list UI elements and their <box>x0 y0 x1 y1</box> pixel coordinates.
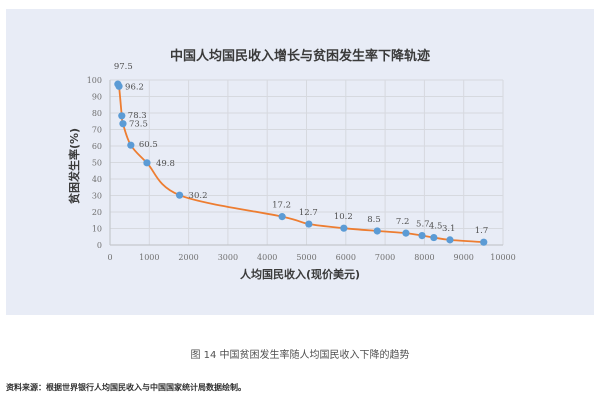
x-tick-label: 3000 <box>218 253 238 262</box>
x-tick-label: 7000 <box>375 253 395 262</box>
data-label: 60.5 <box>139 140 158 150</box>
y-tick-label: 60 <box>92 142 102 151</box>
data-label: 10.2 <box>334 212 353 222</box>
data-label: 7.2 <box>396 217 410 227</box>
data-label: 5.7 <box>416 220 430 230</box>
data-label: 97.5 <box>114 62 133 72</box>
figure-caption: 图 14 中国贫困发生率随人均国民收入下降的趋势 <box>190 350 410 361</box>
x-tick-label: 4000 <box>257 253 277 262</box>
data-label: 78.3 <box>128 111 147 121</box>
data-labels: 97.5 96.2 78.373.5 60.5 49.8 30.2 17.2 12.7 10.2… <box>114 62 488 236</box>
data-point <box>446 236 454 244</box>
data-point <box>278 213 286 221</box>
y-axis-label: 贫困发生率(%) <box>68 127 81 205</box>
y-tick-label: 70 <box>92 126 102 135</box>
data-label: 12.7 <box>299 208 318 218</box>
data-label: 49.8 <box>156 159 175 169</box>
y-tick-label: 30 <box>92 192 102 201</box>
y-tick-label: 80 <box>92 109 102 118</box>
chart-title: 中国人均国民收入增长与贫困发生率下降轨迹 <box>169 49 430 64</box>
data-point <box>119 120 127 128</box>
y-tick-label: 40 <box>92 175 102 184</box>
data-point <box>305 220 313 228</box>
x-axis-label: 人均国民收入(现价美元) <box>239 268 361 281</box>
data-label: 96.2 <box>125 82 144 92</box>
data-label: 3.1 <box>442 224 456 234</box>
y-axis-label-wrap: 贫困发生率(%) <box>66 120 82 210</box>
data-point <box>402 229 410 237</box>
data-label: 1.7 <box>475 226 489 236</box>
data-label: 4.5 <box>429 222 443 232</box>
y-tick-label: 50 <box>92 159 102 168</box>
y-tick-labels: 0 10 20 30 40 50 60 70 80 90 100 <box>87 76 102 250</box>
x-tick-label: 8000 <box>414 253 434 262</box>
data-point <box>480 238 488 246</box>
y-tick-label: 20 <box>92 208 102 217</box>
y-tick-label: 10 <box>92 225 102 234</box>
data-point <box>115 82 123 90</box>
data-point <box>373 227 381 235</box>
x-tick-label: 1000 <box>139 253 159 262</box>
data-point <box>118 112 126 120</box>
x-tick-label: 2000 <box>178 253 198 262</box>
data-label: 17.2 <box>272 201 291 211</box>
plot-area: 0 1000 2000 3000 4000 5000 6000 7000 8000 9000 100… <box>87 62 516 262</box>
data-point <box>430 233 438 242</box>
data-point <box>143 159 151 167</box>
figure-source-note: 资料来源：根据世界银行人均国民收入与中国国家统计局数据绘制。 <box>6 382 246 392</box>
axes <box>109 80 503 246</box>
y-tick-label: 0 <box>97 241 102 250</box>
x-tick-label: 10000 <box>490 253 515 262</box>
x-tick-labels: 0 1000 2000 3000 4000 5000 6000 7000 8000 9000 100… <box>107 253 515 262</box>
data-label: 73.5 <box>129 120 148 130</box>
y-tick-label: 90 <box>92 93 102 102</box>
data-label: 8.5 <box>367 215 381 225</box>
x-tick-label: 9000 <box>454 253 474 262</box>
y-tick-label: 100 <box>87 76 102 85</box>
data-point <box>127 141 135 149</box>
x-tick-label: 0 <box>107 253 112 262</box>
x-tick-label: 6000 <box>336 253 356 262</box>
x-tick-label: 5000 <box>296 253 316 262</box>
data-label: 30.2 <box>189 191 208 201</box>
data-point <box>418 231 426 240</box>
data-point <box>340 224 348 232</box>
data-point <box>175 191 184 199</box>
data-markers <box>114 80 488 246</box>
